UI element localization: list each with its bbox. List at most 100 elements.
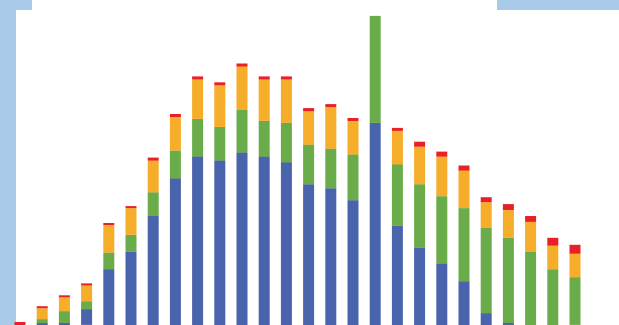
window-edge-top-right [497,0,619,10]
bar-segment-blue-8 [169,178,181,325]
bar-segment-orange-13 [280,79,292,123]
bar-segment-orange-23 [502,210,514,238]
bar-segment-red-5 [103,223,115,225]
bar-segment-green-15 [325,148,337,189]
bar-segment-green-14 [303,144,315,185]
bar-segment-green-4 [81,301,93,310]
bar-segment-red-20 [436,151,448,157]
bar-segment-blue-3 [58,323,70,325]
bar-segment-blue-16 [347,200,359,325]
bar-segment-orange-7 [147,160,159,193]
bar-segment-blue-2 [36,323,48,325]
bar-segment-green-21 [458,208,470,282]
bar-segment-orange-16 [347,120,359,155]
bar-segment-orange-6 [125,208,137,235]
bar-segment-orange-14 [303,111,315,145]
bar-segment-red-14 [303,108,315,112]
bar-segment-blue-7 [147,216,159,325]
bar-segment-blue-15 [325,188,337,325]
bar-segment-green-9 [192,119,204,157]
bar-segment-red-21 [458,165,470,171]
bar-segment-red-16 [347,118,359,121]
bar-segment-blue-9 [192,156,204,325]
bar-segment-orange-19 [414,146,426,185]
bar-segment-orange-12 [258,79,270,121]
bar-segment-green-16 [347,154,359,201]
bar-segment-orange-11 [236,66,248,110]
bar-segment-blue-6 [125,251,137,325]
bar-segment-orange-21 [458,170,470,209]
bar-segment-green-6 [125,234,137,252]
bar-segment-green-10 [214,126,226,161]
bar-segment-red-6 [125,206,137,209]
bar-segment-orange-24 [525,222,537,252]
bar-segment-red-25 [547,237,559,246]
bar-segment-orange-3 [58,297,70,312]
bar-segment-red-15 [325,104,337,108]
bar-segment-green-24 [525,251,537,325]
bar-segment-red-11 [236,63,248,67]
bar-segment-orange-22 [480,202,492,228]
bar-segment-green-18 [391,164,403,226]
bar-segment-blue-11 [236,152,248,325]
bar-segment-red-2 [36,306,48,309]
bar-segment-green-8 [169,150,181,179]
bar-segment-red-13 [280,76,292,80]
bar-segment-green-25 [547,269,559,325]
bar-segment-red-4 [81,283,93,286]
bar-segment-blue-20 [436,263,448,325]
bar-segment-blue-4 [81,309,93,325]
bar-segment-blue-21 [458,281,470,325]
window-edge-top-left [0,0,32,10]
window-edge-left [0,0,16,325]
bar-segment-red-3 [58,295,70,298]
bar-segment-orange-9 [192,79,204,119]
bar-segment-green-20 [436,196,448,264]
bar-segment-blue-22 [480,313,492,325]
bar-segment-orange-4 [81,285,93,302]
bar-segment-green-26 [569,277,581,325]
bar-segment-red-12 [258,76,270,80]
bar-segment-blue-13 [280,162,292,325]
bar-segment-green-19 [414,184,426,248]
bar-segment-blue-14 [303,184,315,325]
bar-segment-green-22 [480,227,492,314]
bar-segment-green-11 [236,110,248,153]
bar-segment-red-9 [192,76,204,80]
bar-segment-orange-8 [169,117,181,151]
bar-segment-orange-26 [569,253,581,278]
bar-segment-blue-10 [214,160,226,325]
bar-segment-red-8 [169,114,181,117]
bar-segment-green-2 [36,319,48,324]
bar-segment-orange-10 [214,85,226,127]
bar-segment-blue-12 [258,156,270,325]
bar-segment-red-22 [480,197,492,203]
bar-segment-green-17 [369,15,381,123]
bar-segment-blue-5 [103,269,115,325]
bar-segment-orange-18 [391,130,403,165]
bar-segment-blue-23 [502,323,514,325]
bar-segment-green-23 [502,237,514,323]
bar-segment-red-7 [147,157,159,161]
bar-segment-green-3 [58,311,70,323]
bar-segment-red-1 [14,322,26,325]
bar-segment-blue-18 [391,225,403,325]
bar-segment-orange-15 [325,107,337,149]
bar-segment-green-12 [258,120,270,157]
bar-segment-green-5 [103,252,115,270]
bar-segment-red-24 [525,216,537,222]
bar-segment-red-23 [502,204,514,210]
bar-segment-red-26 [569,244,581,254]
bar-segment-blue-19 [414,247,426,325]
bar-segment-orange-25 [547,245,559,270]
bar-segment-red-10 [214,82,226,86]
bar-segment-orange-5 [103,224,115,253]
bar-segment-red-19 [414,141,426,147]
bar-segment-orange-20 [436,156,448,197]
bar-segment-blue-17 [369,122,381,325]
bar-segment-green-7 [147,192,159,217]
bar-segment-green-13 [280,122,292,163]
bar-segment-red-18 [391,127,403,131]
